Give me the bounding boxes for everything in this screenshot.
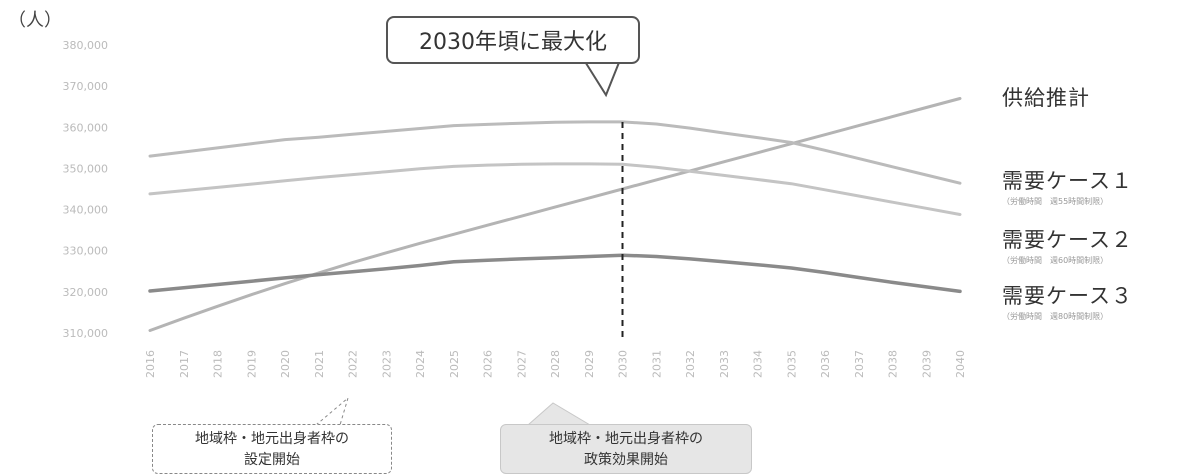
- x-tick-label: 2021: [313, 350, 326, 378]
- legend-label-demand-1: 需要ケース１: [1002, 169, 1133, 193]
- x-tick-label: 2040: [954, 350, 967, 378]
- x-tick-label: 2029: [583, 350, 596, 378]
- x-tick-label: 2030: [617, 350, 630, 378]
- note-policy-effect-line1: 地域枠・地元出身者枠の: [549, 431, 703, 447]
- legend-item-demand-3: 需要ケース３ （労働時間 週80時間制限）: [1002, 280, 1133, 322]
- x-tick-label: 2024: [414, 350, 427, 378]
- note-quota-start: 地域枠・地元出身者枠の 設定開始: [152, 424, 392, 474]
- legend-item-demand-2: 需要ケース２ （労働時間 週60時間制限）: [1002, 224, 1133, 266]
- x-tick-labels: 2016 2017 2018 2019 2020 2021 2022 2023 2024 2025…: [144, 350, 967, 378]
- note-left-pointer: [315, 396, 349, 426]
- callout-top-pointer: [583, 59, 621, 98]
- legend-item-supply: 供給推計: [1002, 82, 1090, 112]
- note-right-pointer: [526, 402, 592, 426]
- y-tick-label: 310,000: [63, 327, 109, 340]
- legend-label-demand-2: 需要ケース２: [1002, 228, 1133, 252]
- x-tick-label: 2039: [920, 350, 933, 378]
- x-tick-label: 2023: [380, 350, 393, 378]
- legend-label-demand-3: 需要ケース３: [1002, 284, 1133, 308]
- x-tick-label: 2036: [819, 350, 832, 378]
- x-tick-label: 2038: [887, 350, 900, 378]
- legend-note-demand-2: （労働時間 週60時間制限）: [1002, 256, 1109, 265]
- note-policy-effect: 地域枠・地元出身者枠の 政策効果開始: [500, 424, 752, 474]
- y-tick-label: 350,000: [63, 162, 109, 175]
- x-tick-label: 2020: [279, 350, 292, 378]
- y-tick-label: 330,000: [63, 245, 109, 258]
- note-quota-start-line2: 設定開始: [244, 452, 300, 468]
- x-tick-label: 2017: [178, 350, 191, 378]
- legend-note-demand-3: （労働時間 週80時間制限）: [1002, 312, 1109, 321]
- y-tick-labels: 380,000 370,000 360,000 350,000 340,000 330,0…: [63, 39, 109, 340]
- series-line-3: [148, 162, 962, 216]
- x-tick-label: 2022: [347, 350, 360, 378]
- x-tick-label: 2035: [785, 350, 798, 378]
- y-tick-label: 320,000: [63, 286, 109, 299]
- x-tick-label: 2028: [549, 350, 562, 378]
- series-line-1: [148, 97, 962, 332]
- x-tick-label: 2037: [853, 350, 866, 378]
- legend-label-supply: 供給推計: [1002, 86, 1090, 110]
- series-line-4: [148, 253, 962, 294]
- x-tick-label: 2025: [448, 350, 461, 378]
- legend-note-demand-1: （労働時間 週55時間制限）: [1002, 197, 1109, 206]
- legend-item-demand-1: 需要ケース１ （労働時間 週55時間制限）: [1002, 165, 1133, 207]
- x-tick-label: 2026: [482, 350, 495, 378]
- x-tick-label: 2019: [245, 350, 258, 378]
- x-tick-label: 2031: [650, 350, 663, 378]
- x-tick-label: 2018: [212, 350, 225, 378]
- y-tick-label: 380,000: [63, 39, 109, 52]
- x-tick-label: 2027: [515, 350, 528, 378]
- note-quota-start-line1: 地域枠・地元出身者枠の: [195, 431, 349, 447]
- y-tick-label: 340,000: [63, 204, 109, 217]
- y-tick-label: 360,000: [63, 121, 109, 134]
- peak-callout: 2030年頃に最大化: [386, 16, 640, 64]
- x-tick-label: 2032: [684, 350, 697, 378]
- y-tick-label: 370,000: [63, 80, 109, 93]
- x-tick-label: 2033: [718, 350, 731, 378]
- y-axis-unit: （人）: [8, 10, 62, 31]
- x-tick-label: 2034: [752, 350, 765, 378]
- series-lines: [148, 97, 962, 332]
- x-tick-label: 2016: [144, 350, 157, 378]
- series-line-2: [148, 120, 962, 185]
- note-policy-effect-line2: 政策効果開始: [584, 452, 668, 468]
